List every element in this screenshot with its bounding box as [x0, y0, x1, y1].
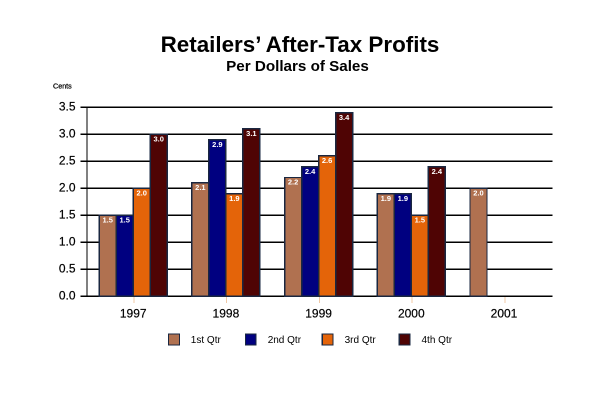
svg-text:2nd Qtr: 2nd Qtr: [268, 335, 302, 346]
svg-text:2.0: 2.0: [473, 189, 483, 198]
svg-text:0.5: 0.5: [59, 262, 76, 276]
svg-text:1st Qtr: 1st Qtr: [191, 335, 222, 346]
svg-text:1998: 1998: [213, 307, 240, 321]
svg-text:2001: 2001: [491, 307, 518, 321]
svg-text:Cents: Cents: [53, 82, 72, 91]
svg-text:3.0: 3.0: [59, 127, 76, 141]
svg-text:3.5: 3.5: [59, 100, 76, 114]
svg-text:2.4: 2.4: [305, 167, 316, 176]
svg-text:2.5: 2.5: [59, 154, 76, 168]
svg-text:1.5: 1.5: [59, 208, 76, 222]
svg-text:1.5: 1.5: [415, 216, 425, 225]
svg-text:2.1: 2.1: [195, 183, 205, 192]
svg-text:Retailers’ After-Tax Profits: Retailers’ After-Tax Profits: [161, 32, 440, 57]
svg-text:2.4: 2.4: [432, 167, 443, 176]
svg-text:2000: 2000: [398, 307, 425, 321]
svg-text:2.0: 2.0: [136, 189, 146, 198]
svg-text:1999: 1999: [305, 307, 332, 321]
svg-text:2.6: 2.6: [322, 156, 332, 165]
svg-text:3.1: 3.1: [246, 129, 256, 138]
svg-text:3rd Qtr: 3rd Qtr: [345, 335, 377, 346]
svg-text:2.9: 2.9: [212, 140, 222, 149]
svg-text:3.0: 3.0: [153, 135, 163, 144]
svg-text:1.9: 1.9: [398, 194, 408, 203]
svg-text:2.2: 2.2: [288, 178, 298, 187]
svg-text:0.0: 0.0: [59, 289, 76, 303]
svg-text:1.5: 1.5: [102, 216, 112, 225]
svg-text:3.4: 3.4: [339, 113, 350, 122]
svg-text:4th Qtr: 4th Qtr: [422, 335, 453, 346]
svg-text:2.0: 2.0: [59, 181, 76, 195]
svg-text:1.0: 1.0: [59, 235, 76, 249]
svg-text:1.9: 1.9: [229, 194, 239, 203]
svg-text:Per Dollars of Sales: Per Dollars of Sales: [226, 58, 369, 75]
svg-text:1.5: 1.5: [119, 216, 129, 225]
svg-text:1997: 1997: [120, 307, 147, 321]
svg-text:1.9: 1.9: [381, 194, 391, 203]
